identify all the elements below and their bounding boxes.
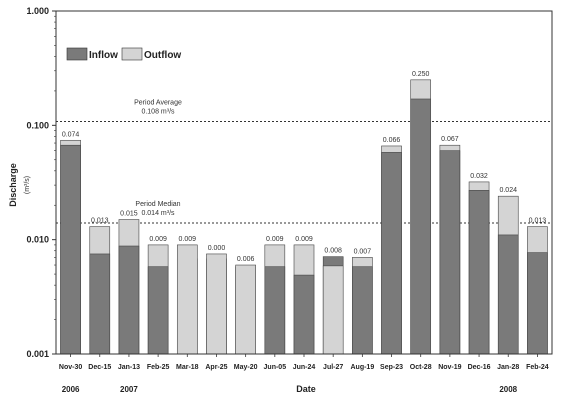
x-tick-label: Sep-23 — [380, 364, 403, 371]
x-tick-label: Dec-15 — [88, 364, 111, 371]
bar-value-label: 0.024 — [499, 187, 517, 194]
bar-inflow — [264, 266, 286, 355]
x-tick-label: Jan-13 — [118, 364, 140, 371]
bar-value-label: 0.006 — [237, 256, 255, 263]
bar-value-label: 0.009 — [149, 236, 167, 243]
bar-value-label: 0.032 — [470, 173, 488, 180]
bar-outflow — [322, 265, 344, 355]
bar-inflow — [352, 266, 373, 355]
bar-value-label: 0.009 — [266, 236, 284, 243]
bar-value-label: 0.009 — [179, 236, 197, 243]
reference-line-value: 0.108 m³/s — [141, 109, 175, 116]
bar-inflow — [497, 234, 519, 355]
x-tick-label: Nov-30 — [59, 364, 82, 371]
year-label: 2006 — [62, 385, 80, 394]
bar-value-label: 0.009 — [295, 236, 313, 243]
bar-inflow — [381, 152, 402, 355]
bar-outflow — [235, 264, 256, 355]
year-label: 2007 — [120, 385, 138, 394]
y-tick-label: 0.010 — [26, 235, 49, 245]
reference-line-value: 0.014 m³/s — [141, 210, 175, 217]
bar-value-label: 0.000 — [208, 245, 226, 252]
x-tick-label: Jan-28 — [497, 364, 519, 371]
bar-outflow — [206, 253, 227, 355]
x-tick-label: Apr-25 — [205, 364, 227, 371]
x-tick-label: Dec-16 — [468, 364, 491, 371]
x-tick-label: Feb-25 — [147, 364, 170, 371]
bar-inflow — [60, 144, 81, 355]
bar-inflow — [410, 98, 432, 355]
legend-label-outflow: Outflow — [144, 50, 181, 61]
reference-line-label: Period Average — [134, 100, 182, 107]
x-tick-label: Aug-19 — [350, 364, 374, 371]
x-tick-label: Jun-05 — [264, 364, 287, 371]
x-tick-label: Oct-28 — [410, 364, 432, 371]
legend: Inflow Outflow — [66, 47, 181, 61]
plot-frame — [55, 10, 553, 355]
legend-swatch-outflow — [121, 47, 143, 61]
y-tick-label: 1.000 — [26, 6, 49, 16]
bar-value-label: 0.066 — [383, 137, 401, 144]
bar-value-label: 0.007 — [354, 248, 372, 255]
bar-inflow — [89, 253, 111, 355]
x-tick-label: Feb-24 — [526, 364, 549, 371]
bar-outflow — [176, 244, 198, 355]
x-tick-label: Mar-18 — [176, 364, 199, 371]
bar-value-label: 0.013 — [529, 218, 547, 225]
y-tick-label: 0.100 — [26, 120, 49, 130]
bar-inflow — [147, 266, 169, 355]
bar-value-label: 0.074 — [62, 131, 80, 138]
bar-value-label: 0.067 — [441, 136, 459, 143]
bar-inflow — [293, 274, 315, 355]
bar-inflow — [439, 150, 461, 355]
bar-inflow — [468, 190, 490, 355]
bar-inflow — [118, 245, 140, 355]
x-tick-label: Jun-24 — [293, 364, 316, 371]
bar-value-label: 0.015 — [120, 211, 138, 218]
x-axis-title: Date — [296, 384, 316, 394]
bar-value-label: 0.250 — [412, 71, 430, 78]
legend-label-inflow: Inflow — [89, 50, 118, 61]
y-axis-title: Discharge — [8, 163, 18, 207]
x-tick-label: Nov-19 — [438, 364, 461, 371]
bar-inflow — [527, 252, 548, 355]
bar-value-label: 0.008 — [324, 248, 342, 255]
x-tick-label: May-20 — [234, 364, 258, 371]
x-tick-label: Jul-27 — [323, 364, 343, 371]
y-tick-label: 0.001 — [26, 349, 49, 359]
reference-line-label: Period Median — [135, 201, 180, 208]
year-label: 2008 — [499, 385, 517, 394]
bar-value-label: 0.013 — [91, 218, 109, 225]
y-axis-unit: (m³/s) — [24, 176, 31, 194]
legend-swatch-inflow — [66, 47, 88, 61]
